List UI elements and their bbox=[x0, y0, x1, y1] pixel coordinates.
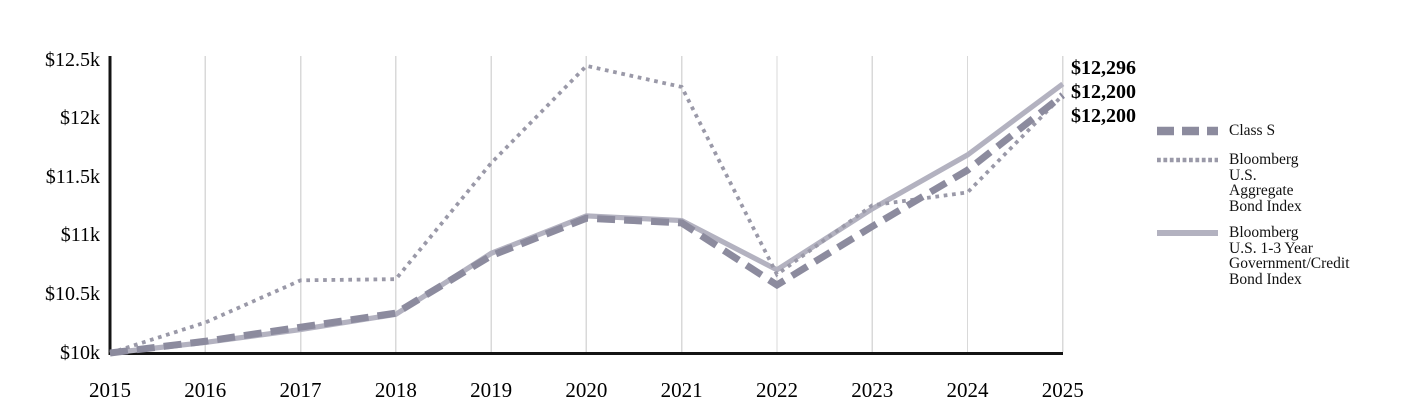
y-axis-tick-label: $11k bbox=[60, 224, 100, 247]
x-axis-tick-label: 2018 bbox=[374, 378, 417, 402]
x-axis-tick-label: 2021 bbox=[660, 378, 703, 402]
x-axis-tick-label: 2024 bbox=[946, 378, 989, 402]
legend-label: Bloomberg U.S. Aggregate Bond Index bbox=[1229, 151, 1302, 215]
legend-label: Class S bbox=[1229, 122, 1276, 139]
x-axis-tick-label: 2020 bbox=[565, 378, 608, 402]
series-line-class-s bbox=[109, 92, 1065, 357]
dashed-line-swatch-icon bbox=[1157, 121, 1218, 140]
series-end-value: $12,296 bbox=[1071, 57, 1136, 79]
x-axis-tick-label: 2023 bbox=[851, 378, 894, 402]
x-axis-tick-label: 2015 bbox=[89, 378, 131, 402]
y-axis-tick-label: $12.5k bbox=[45, 48, 100, 71]
y-axis-tick-label: $12k bbox=[60, 107, 100, 130]
solid-line-swatch-icon bbox=[1157, 225, 1218, 241]
x-axis-tick-label: 2016 bbox=[184, 378, 227, 402]
legend-label: Bloomberg U.S. 1-3 Year Government/Credi… bbox=[1229, 224, 1350, 288]
x-axis-tick-label: 2019 bbox=[470, 378, 513, 402]
dotted-line-swatch-icon bbox=[1157, 152, 1218, 168]
x-axis-tick-label: 2025 bbox=[1041, 378, 1084, 402]
x-axis-tick-label: 2022 bbox=[755, 378, 798, 402]
y-axis-tick-label: $11.5k bbox=[45, 165, 100, 188]
series-line-bloomberg-u-s-aggregate-bond-index bbox=[109, 63, 1065, 355]
series-end-value: $12,200 bbox=[1071, 81, 1136, 103]
series-end-value: $12,200 bbox=[1071, 105, 1136, 127]
y-axis-tick-label: $10.5k bbox=[45, 282, 100, 305]
y-axis-tick-label: $10k bbox=[60, 341, 100, 364]
legend-item-bloomberg-us-aggregate: Bloomberg U.S. Aggregate Bond Index bbox=[1157, 152, 1302, 214]
x-axis-tick-label: 2017 bbox=[279, 378, 322, 402]
legend-item-class-s: Class S bbox=[1157, 121, 1275, 140]
legend-item-bloomberg-us-1-3-year: Bloomberg U.S. 1-3 Year Government/Credi… bbox=[1157, 225, 1350, 287]
